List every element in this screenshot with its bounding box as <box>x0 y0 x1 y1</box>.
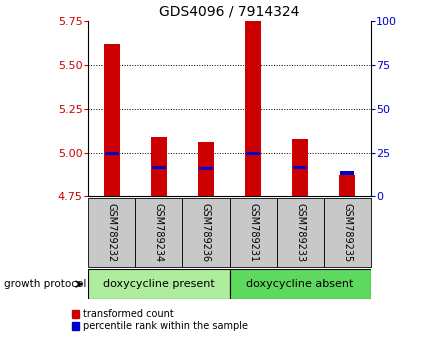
Bar <box>150 137 167 196</box>
Text: doxycycline present: doxycycline present <box>103 279 214 289</box>
Bar <box>88 198 135 267</box>
Bar <box>229 198 276 267</box>
Bar <box>229 269 370 299</box>
Bar <box>152 166 166 170</box>
Bar <box>197 142 214 196</box>
Bar <box>292 166 306 170</box>
Text: growth protocol: growth protocol <box>4 279 86 289</box>
Bar <box>135 198 182 267</box>
Legend: transformed count, percentile rank within the sample: transformed count, percentile rank withi… <box>71 309 248 331</box>
Text: GSM789233: GSM789233 <box>295 203 304 262</box>
Bar <box>199 166 212 170</box>
Bar <box>88 269 229 299</box>
Bar <box>244 21 261 196</box>
Text: GSM789231: GSM789231 <box>247 203 258 262</box>
Bar <box>323 198 370 267</box>
Title: GDS4096 / 7914324: GDS4096 / 7914324 <box>159 5 299 19</box>
Text: GSM789236: GSM789236 <box>200 203 211 262</box>
Bar <box>246 152 259 155</box>
Bar <box>182 198 229 267</box>
Bar <box>104 152 119 155</box>
Text: GSM789234: GSM789234 <box>154 203 163 262</box>
Text: GSM789235: GSM789235 <box>341 203 351 262</box>
Bar <box>291 139 307 196</box>
Bar <box>103 44 120 196</box>
Bar <box>276 198 323 267</box>
Text: GSM789232: GSM789232 <box>107 203 117 262</box>
Bar <box>338 175 355 196</box>
Text: doxycycline absent: doxycycline absent <box>246 279 353 289</box>
Bar <box>339 171 353 175</box>
